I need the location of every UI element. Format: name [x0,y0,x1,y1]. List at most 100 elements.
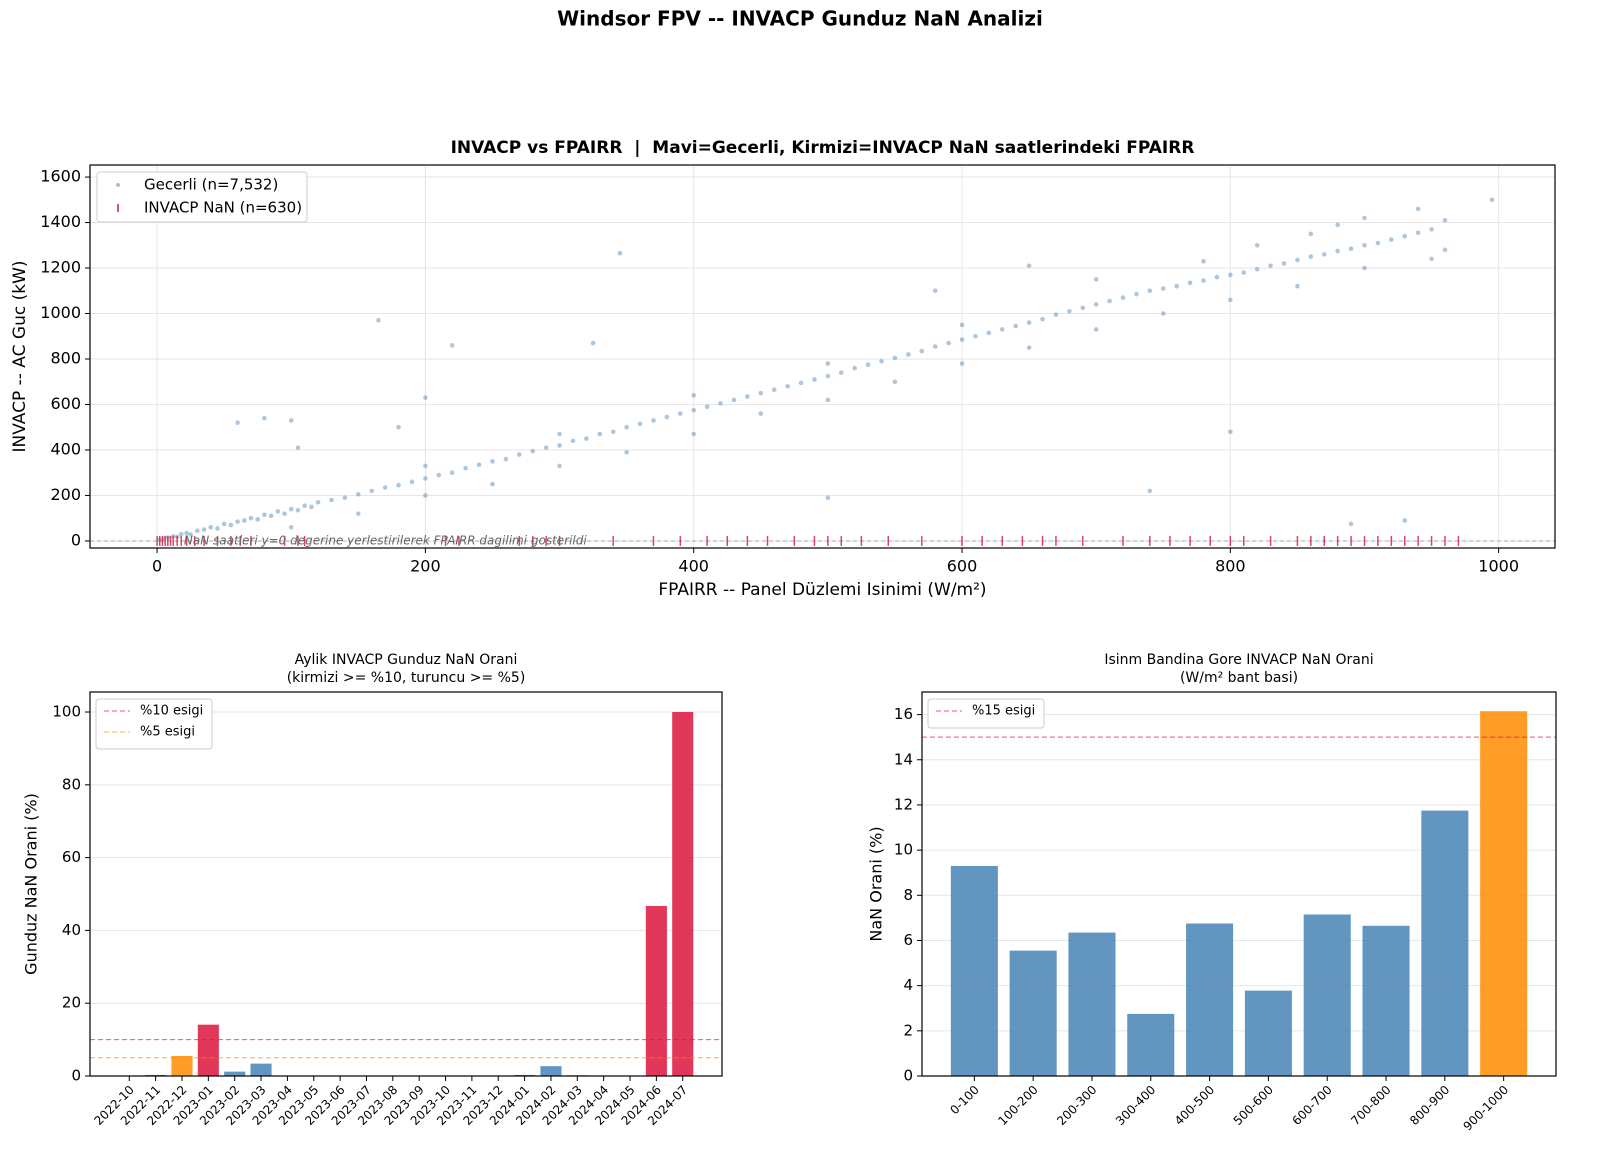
point [1335,222,1340,228]
point [557,431,562,437]
point [1295,283,1300,289]
point [517,452,522,457]
bar [1127,1013,1175,1076]
point [1295,257,1300,263]
point [1160,311,1166,316]
x-tick-label: 0 [152,557,162,576]
x-tick-label: 500-600 [1231,1083,1276,1128]
point [255,517,260,522]
point [382,485,388,490]
point [1254,266,1260,272]
point [1402,233,1408,239]
point [503,456,509,462]
point [1241,270,1247,275]
point [1067,308,1072,314]
point [423,476,428,481]
point [1026,320,1032,325]
point [1187,280,1193,286]
point [1093,302,1099,307]
point [329,497,334,503]
point [449,470,455,476]
x-tick-label: 700-800 [1348,1083,1393,1128]
point [221,521,227,527]
point [396,482,401,488]
bar [250,1063,272,1076]
point [731,397,737,403]
point [825,361,831,366]
y-tick-label: 600 [50,394,81,413]
point [302,503,307,508]
point [590,340,596,346]
point [946,340,951,346]
point [932,288,938,294]
point [1429,256,1434,262]
point [178,531,184,537]
point [315,499,321,505]
legend-box [96,171,308,223]
point [1389,237,1394,242]
point [1093,327,1099,332]
point [637,421,643,427]
point [852,365,857,371]
point [959,322,965,328]
point [262,415,267,421]
point [932,344,938,349]
point [1429,227,1434,232]
x-tick-label: 900-1000 [1460,1083,1511,1134]
point [892,379,898,385]
y-tick-label: 0 [71,1067,81,1085]
point [235,420,240,425]
point [771,387,777,393]
point [490,481,495,487]
point [423,463,428,469]
point [1147,488,1153,494]
bar [645,906,667,1076]
x-tick-label: 1000 [1478,557,1519,576]
point [295,507,301,513]
point [423,395,428,400]
point [309,504,314,510]
axes-frame [89,691,723,1077]
point [1308,254,1314,259]
point [999,327,1005,332]
point [208,525,214,530]
figure-title: Windsor FPV -- INVACP Gunduz NaN Analizi [557,7,1043,31]
y-tick-label: 0 [903,1067,913,1085]
point [1214,274,1220,280]
point [369,488,375,494]
point [691,393,697,398]
y-axis-label: NaN Orani (%) [867,826,886,941]
point [1134,291,1139,297]
point [838,370,844,375]
point [758,411,764,416]
bar [224,1071,246,1076]
y-tick-label: 20 [62,994,81,1012]
axes-frame [921,691,1557,1077]
point [356,492,361,497]
point [865,362,871,367]
point [1335,248,1340,254]
point [691,431,697,437]
point [758,390,764,396]
point [1026,345,1032,350]
point [677,411,683,416]
y-tick-label: 8 [903,886,913,904]
y-tick-label: 12 [894,795,913,813]
bar [1068,932,1116,1076]
point [1053,312,1059,317]
point [973,333,978,339]
point [1415,206,1421,212]
point [1147,288,1153,294]
legend-label: INVACP NaN (n=630) [144,199,302,217]
point [651,418,656,423]
bar [540,1066,562,1076]
point [1228,272,1233,278]
point [235,519,240,524]
point [1174,283,1179,289]
point [1489,197,1495,203]
x-tick-label: 600 [947,557,978,576]
point [1228,297,1233,303]
point [1321,252,1327,257]
point [1442,217,1448,223]
